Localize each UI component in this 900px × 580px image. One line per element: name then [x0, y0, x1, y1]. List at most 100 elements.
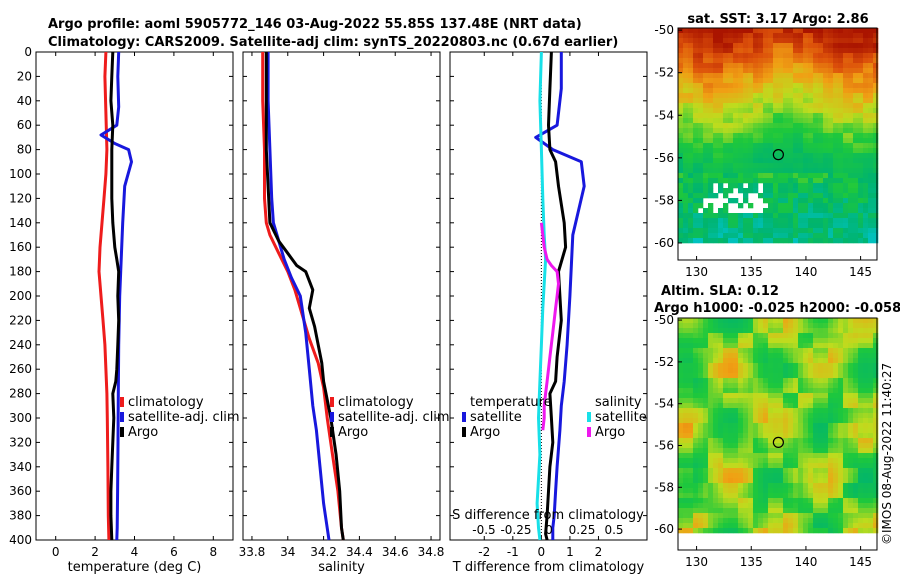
map-cell — [843, 418, 849, 424]
salinity-legend: climatology satellite-adj. clim Argo — [330, 395, 450, 440]
map-cell — [823, 338, 829, 344]
map-cell — [803, 108, 809, 114]
map-cell — [688, 43, 694, 49]
map-cell — [743, 238, 749, 244]
map-cell — [833, 463, 839, 469]
map-cell — [838, 488, 844, 494]
map-cell — [873, 368, 879, 374]
map-cell — [823, 178, 829, 184]
map-cell — [728, 163, 734, 169]
map-cell — [683, 338, 689, 344]
map-cell — [773, 153, 779, 159]
map-cell — [703, 403, 709, 409]
map-cell — [813, 433, 819, 439]
map-cell — [798, 358, 804, 364]
map-cell — [773, 173, 779, 179]
map-cell — [813, 133, 819, 139]
map-cell — [683, 353, 689, 359]
map-cell — [803, 228, 809, 234]
map-cell — [738, 238, 744, 244]
map-cell — [788, 138, 794, 144]
map-cell — [768, 453, 774, 459]
map-cell — [853, 158, 859, 164]
map-cell — [823, 418, 829, 424]
map-cell — [828, 128, 834, 134]
map-cell — [738, 458, 744, 464]
map-cell — [773, 528, 779, 534]
map-cell — [783, 403, 789, 409]
map-cell — [738, 223, 744, 229]
map-cell — [703, 28, 709, 34]
map-cell — [698, 383, 704, 389]
map-cell — [808, 448, 814, 454]
map-cell — [708, 28, 714, 34]
map-cell — [763, 328, 769, 334]
map-cell — [718, 418, 724, 424]
map-cell — [768, 468, 774, 474]
map-cell — [803, 183, 809, 189]
map-cell — [838, 103, 844, 109]
map-cell — [748, 98, 754, 104]
map-cell — [693, 508, 699, 514]
map-cell — [678, 173, 684, 179]
map-cell — [773, 473, 779, 479]
map-cell — [733, 388, 739, 394]
map-cell — [683, 238, 689, 244]
map-cell — [728, 508, 734, 514]
map-cell — [748, 183, 754, 189]
map-cell — [838, 138, 844, 144]
map-cell — [738, 338, 744, 344]
map-cell — [803, 143, 809, 149]
map-cell — [698, 353, 704, 359]
map-cell — [833, 423, 839, 429]
map-cell — [703, 408, 709, 414]
map-cell — [683, 88, 689, 94]
map-cell — [788, 198, 794, 204]
map-cell — [868, 168, 874, 174]
map-cell — [868, 433, 874, 439]
map-cell — [818, 173, 824, 179]
map-cell — [733, 73, 739, 79]
map-cell — [708, 58, 714, 64]
map-cell — [718, 168, 724, 174]
map-cell — [763, 108, 769, 114]
map-cell — [753, 83, 759, 89]
map-cell — [723, 223, 729, 229]
map-cell — [733, 118, 739, 124]
map-cell — [833, 373, 839, 379]
map-cell — [873, 173, 879, 179]
map-cell — [798, 143, 804, 149]
map-cell — [833, 413, 839, 419]
map-cell — [838, 403, 844, 409]
map-cell — [833, 448, 839, 454]
map-cell — [803, 488, 809, 494]
map-cell — [678, 143, 684, 149]
map-cell — [873, 93, 879, 99]
map-cell — [798, 108, 804, 114]
map-cell — [718, 58, 724, 64]
map-cell — [738, 418, 744, 424]
map-cell — [813, 403, 819, 409]
map-cell — [678, 378, 684, 384]
map-cell — [833, 133, 839, 139]
map-cell — [863, 338, 869, 344]
map-cell — [813, 138, 819, 144]
map-cell — [693, 208, 699, 214]
map-cell — [848, 428, 854, 434]
map-cell — [868, 28, 874, 34]
map-cell — [868, 503, 874, 509]
map-cell — [778, 223, 784, 229]
map-cell — [833, 53, 839, 59]
map-cell — [858, 328, 864, 334]
map-cell — [873, 463, 879, 469]
map-cell — [733, 88, 739, 94]
map-cell — [823, 58, 829, 64]
map-cell — [853, 143, 859, 149]
map-cell — [843, 358, 849, 364]
map-cell — [833, 83, 839, 89]
map-cell — [848, 163, 854, 169]
map-cell — [713, 468, 719, 474]
map-cell — [783, 78, 789, 84]
map-cell — [808, 198, 814, 204]
map-cell — [783, 393, 789, 399]
